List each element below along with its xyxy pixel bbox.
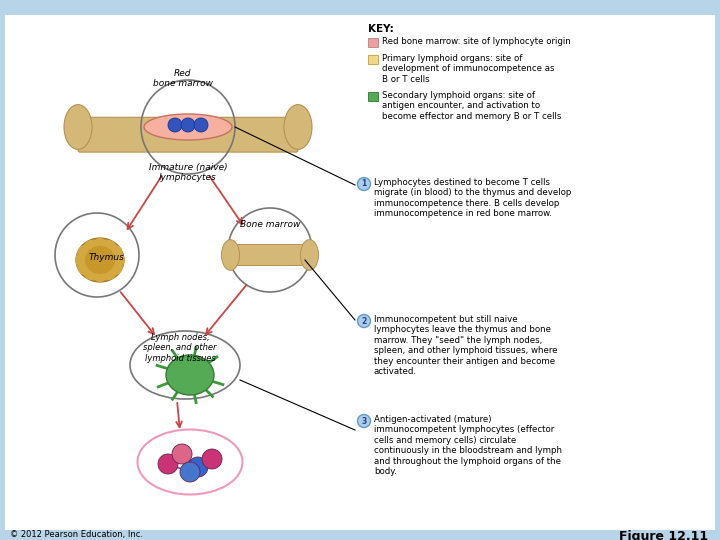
- Bar: [368, 38, 378, 47]
- Text: Immunocompetent but still naive
lymphocytes leave the thymus and bone
marrow. Th: Immunocompetent but still naive lymphocy…: [374, 315, 557, 376]
- Circle shape: [84, 240, 99, 256]
- Ellipse shape: [166, 355, 214, 395]
- Circle shape: [77, 259, 94, 275]
- Circle shape: [188, 457, 208, 477]
- Text: 1: 1: [361, 179, 366, 188]
- Ellipse shape: [64, 105, 92, 150]
- Text: Figure 12.11: Figure 12.11: [619, 530, 708, 540]
- Text: KEY:: KEY:: [368, 24, 394, 34]
- Ellipse shape: [144, 114, 232, 140]
- FancyBboxPatch shape: [229, 245, 311, 266]
- Text: Lymphocytes destined to become T cells
migrate (in blood) to the thymus and deve: Lymphocytes destined to become T cells m…: [374, 178, 572, 218]
- Circle shape: [168, 118, 182, 132]
- Circle shape: [358, 415, 371, 428]
- Circle shape: [107, 259, 122, 275]
- Ellipse shape: [222, 240, 240, 271]
- Circle shape: [180, 462, 200, 482]
- Circle shape: [358, 314, 371, 327]
- Text: Secondary lymphoid organs: site of
antigen encounter, and activation to
become e: Secondary lymphoid organs: site of antig…: [382, 91, 562, 121]
- Circle shape: [84, 264, 99, 280]
- Text: Red
bone marrow: Red bone marrow: [153, 69, 213, 89]
- Circle shape: [158, 454, 178, 474]
- Ellipse shape: [300, 240, 318, 271]
- Bar: [368, 55, 378, 64]
- Circle shape: [358, 178, 371, 191]
- Circle shape: [107, 245, 122, 261]
- Circle shape: [92, 266, 108, 282]
- Ellipse shape: [284, 105, 312, 150]
- Circle shape: [202, 449, 222, 469]
- Circle shape: [101, 264, 117, 280]
- Text: Lymph nodes,
spleen, and other
lymphoid tissues: Lymph nodes, spleen, and other lymphoid …: [143, 333, 217, 363]
- Circle shape: [194, 118, 208, 132]
- Circle shape: [109, 252, 125, 268]
- Text: Immature (naive)
lymphocytes: Immature (naive) lymphocytes: [149, 163, 228, 183]
- Ellipse shape: [85, 246, 115, 274]
- Text: 2: 2: [361, 316, 366, 326]
- Bar: [368, 92, 378, 101]
- Circle shape: [101, 240, 117, 256]
- Text: Bone marrow: Bone marrow: [240, 220, 300, 229]
- Text: Antigen-activated (mature)
immunocompetent lymphocytes (effector
cells and memor: Antigen-activated (mature) immunocompete…: [374, 415, 562, 476]
- Circle shape: [92, 238, 108, 254]
- Text: Thymus: Thymus: [89, 253, 125, 261]
- Circle shape: [172, 444, 192, 464]
- Circle shape: [77, 245, 94, 261]
- Circle shape: [75, 252, 91, 268]
- Text: © 2012 Pearson Education, Inc.: © 2012 Pearson Education, Inc.: [10, 530, 143, 539]
- Ellipse shape: [76, 238, 124, 282]
- FancyBboxPatch shape: [78, 117, 298, 152]
- Text: Primary lymphoid organs: site of
development of immunocompetence as
B or T cells: Primary lymphoid organs: site of develop…: [382, 54, 554, 84]
- Circle shape: [181, 118, 195, 132]
- Text: 3: 3: [361, 416, 366, 426]
- Text: Red bone marrow: site of lymphocyte origin: Red bone marrow: site of lymphocyte orig…: [382, 37, 571, 46]
